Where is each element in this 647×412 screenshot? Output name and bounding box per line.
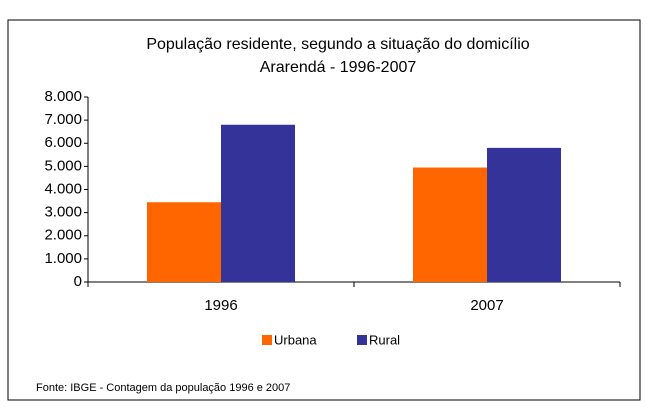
chart-title: População residente, segundo a situação … <box>146 36 529 53</box>
x-tick-label: 2007 <box>470 297 503 314</box>
y-tick-label: 2.000 <box>44 227 82 244</box>
y-tick-label: 3.000 <box>44 204 82 221</box>
bar <box>221 124 295 282</box>
y-tick-label: 4.000 <box>44 180 82 197</box>
source-note: Fonte: IBGE - Contagem da população 1996… <box>36 382 290 394</box>
bar <box>147 202 221 282</box>
chart-subtitle: Ararendá - 1996-2007 <box>260 59 417 76</box>
y-tick-label: 7.000 <box>44 111 82 128</box>
legend-label: Rural <box>369 332 400 347</box>
legend-swatch <box>262 335 272 345</box>
x-tick-label: 1996 <box>204 297 237 314</box>
y-tick-label: 8.000 <box>44 88 82 105</box>
y-tick-label: 1.000 <box>44 250 82 267</box>
bar <box>487 147 561 282</box>
y-tick-label: 6.000 <box>44 134 82 151</box>
y-tick-label: 0 <box>74 273 82 290</box>
y-tick-label: 5.000 <box>44 157 82 174</box>
legend-swatch <box>357 335 367 345</box>
bar <box>413 167 487 282</box>
legend-label: Urbana <box>274 332 317 347</box>
